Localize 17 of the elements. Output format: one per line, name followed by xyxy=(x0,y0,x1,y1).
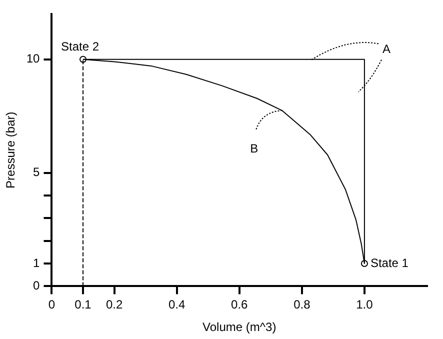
y-tick-label: 5 xyxy=(33,165,40,180)
y-tick-label: 1 xyxy=(33,256,40,270)
x-tick-label: 0.6 xyxy=(231,298,248,312)
x-tick-label: 0.8 xyxy=(294,298,311,312)
annotation: A xyxy=(382,42,390,56)
x-tick-label: 0.2 xyxy=(106,298,123,312)
annotation: State 2 xyxy=(61,40,100,54)
y-axis-title: Pressure (bar) xyxy=(4,112,18,188)
y-tick-label: 0 xyxy=(33,278,40,293)
annotation: State 1 xyxy=(370,256,409,270)
y-tick-label: 10 xyxy=(26,52,40,66)
x-axis-title: Volume (m^3) xyxy=(202,320,276,334)
annotation: B xyxy=(250,142,258,156)
x-tick-label: 0 xyxy=(48,298,56,312)
x-tick-label: 0.4 xyxy=(168,298,186,312)
x-tick-label: 0.1 xyxy=(74,298,92,312)
x-tick-label: 1.0 xyxy=(356,298,374,312)
